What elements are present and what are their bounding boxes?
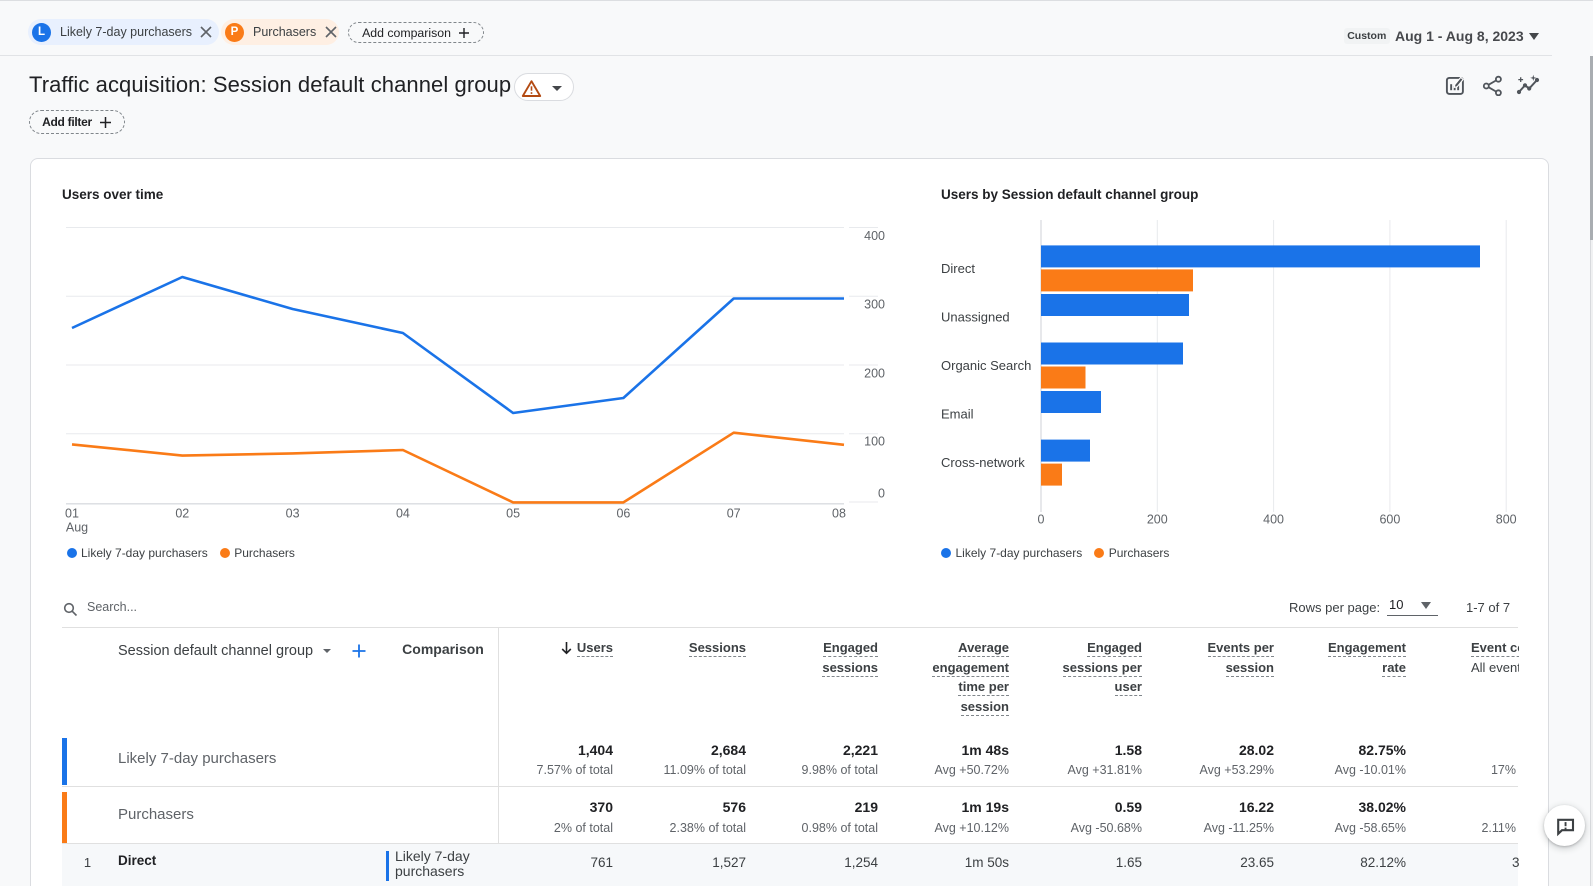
svg-text:05: 05 <box>506 507 520 521</box>
svg-text:300: 300 <box>864 298 885 312</box>
svg-text:Aug: Aug <box>66 521 88 535</box>
svg-text:Organic Search: Organic Search <box>941 358 1031 373</box>
svg-text:06: 06 <box>616 507 630 521</box>
svg-text:08: 08 <box>832 507 846 521</box>
svg-text:200: 200 <box>864 366 885 380</box>
svg-text:800: 800 <box>1496 513 1517 527</box>
svg-text:04: 04 <box>396 507 410 521</box>
svg-text:200: 200 <box>1147 513 1168 527</box>
svg-text:0: 0 <box>878 487 885 501</box>
svg-text:Email: Email <box>941 407 974 422</box>
svg-text:100: 100 <box>864 435 885 449</box>
svg-text:Cross-network: Cross-network <box>941 455 1025 470</box>
svg-text:01: 01 <box>65 507 79 521</box>
svg-text:400: 400 <box>864 229 885 243</box>
svg-text:Unassigned: Unassigned <box>941 310 1010 325</box>
svg-text:02: 02 <box>175 507 189 521</box>
svg-text:600: 600 <box>1379 513 1400 527</box>
svg-text:Direct: Direct <box>941 261 975 276</box>
svg-text:07: 07 <box>727 507 741 521</box>
svg-text:400: 400 <box>1263 513 1284 527</box>
svg-text:0: 0 <box>1038 513 1045 527</box>
svg-text:03: 03 <box>286 507 300 521</box>
